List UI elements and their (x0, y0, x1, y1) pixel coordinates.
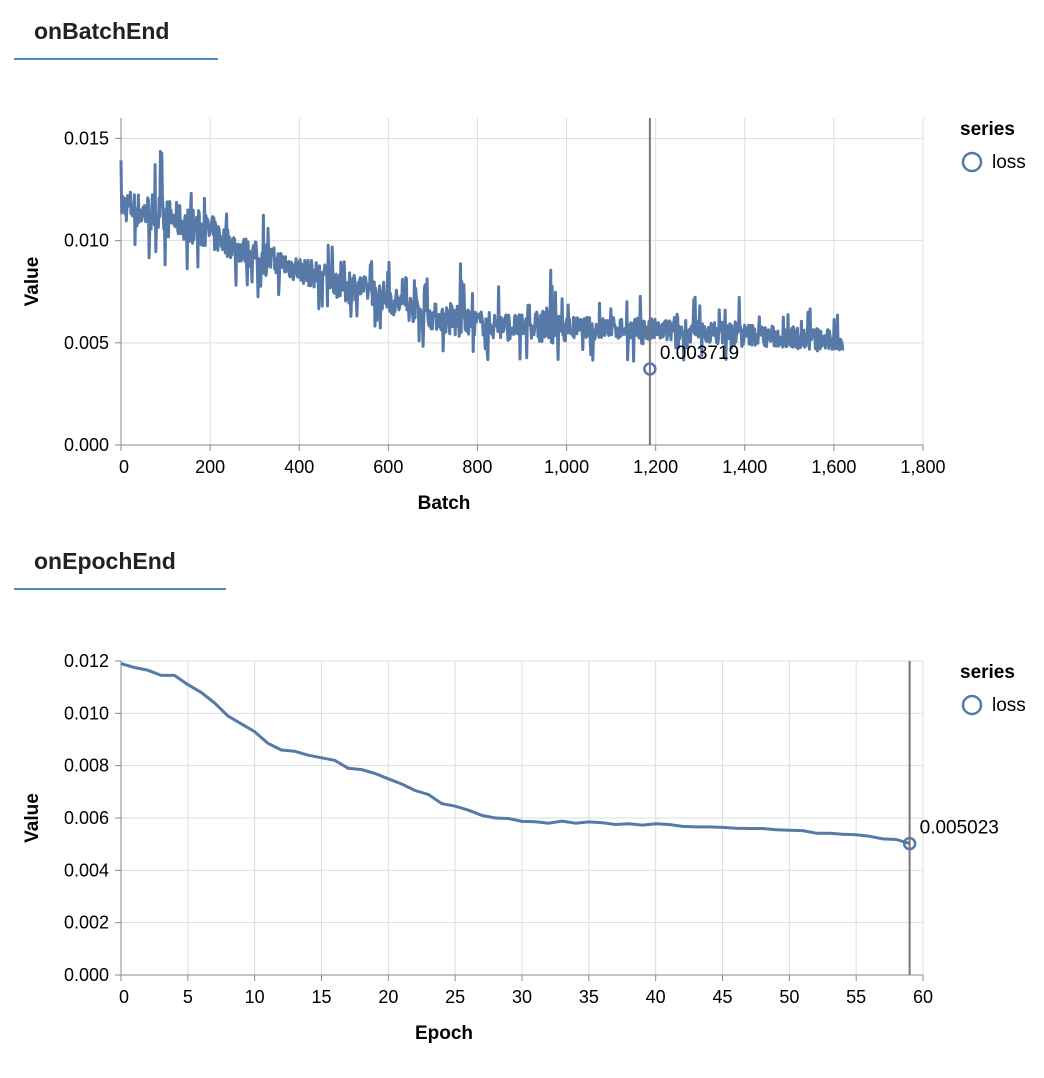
x-tick-label: 0 (119, 457, 129, 477)
x-tick-label: 35 (579, 987, 599, 1007)
x-tick-label: 50 (779, 987, 799, 1007)
hover-value-label: 0.003719 (660, 343, 739, 364)
x-tick-label: 25 (445, 987, 465, 1007)
tab-underline (14, 58, 218, 60)
x-tick-label: 10 (245, 987, 265, 1007)
x-tick-label: 1,200 (633, 457, 678, 477)
tab-label: onEpochEnd (34, 548, 176, 574)
batch-loss-chart[interactable]: 0 200 400 600 800 1,000 1,200 1,400 1,600 1,800 0.… (0, 100, 1044, 510)
y-tick-label: 0.008 (64, 756, 109, 776)
legend-symbol (961, 151, 983, 173)
legend-label: loss (992, 695, 1026, 716)
hover-point (902, 836, 917, 851)
y-tick-label: 0.004 (64, 860, 109, 880)
tab-onepochend[interactable]: onEpochEnd (14, 544, 226, 592)
x-tick-label: 0 (119, 987, 129, 1007)
legend-title: series (960, 662, 1015, 683)
x-tick-label: 30 (512, 987, 532, 1007)
legend-symbol (961, 694, 983, 716)
hover-value-label: 0.005023 (920, 818, 999, 839)
x-tick-label: 1,400 (722, 457, 767, 477)
x-tick-label: 600 (373, 457, 403, 477)
y-axis-title: Value (22, 793, 43, 843)
x-tick-label: 1,000 (544, 457, 589, 477)
y-tick-label: 0.005 (64, 333, 109, 353)
y-tick-label: 0.012 (64, 651, 109, 671)
epoch-loss-chart[interactable]: 0 5 10 15 20 25 30 35 40 45 50 55 60 0.000 0.002 0.004 0… (0, 640, 1044, 1050)
x-tick-label: 60 (913, 987, 933, 1007)
x-tick-label: 1,600 (811, 457, 856, 477)
x-tick-label: 55 (846, 987, 866, 1007)
y-axis-title: Value (22, 257, 43, 307)
x-tick-label: 15 (311, 987, 331, 1007)
tab-onbatchend[interactable]: onBatchEnd (14, 14, 218, 62)
x-tick-label: 45 (712, 987, 732, 1007)
legend-label: loss (992, 152, 1026, 173)
legend-title: series (960, 119, 1015, 140)
loss-series-line (120, 662, 911, 846)
hover-point (643, 362, 657, 376)
x-tick-label: 200 (195, 457, 225, 477)
x-axis-title: Epoch (415, 1023, 473, 1044)
y-tick-label: 0.015 (64, 128, 109, 148)
tab-underline (14, 588, 226, 590)
x-axis-title: Batch (418, 493, 471, 510)
x-tick-label: 1,800 (900, 457, 945, 477)
y-tick-label: 0.002 (64, 913, 109, 933)
x-tick-label: 40 (646, 987, 666, 1007)
loss-series-line (119, 150, 845, 363)
x-tick-label: 400 (284, 457, 314, 477)
tab-label: onBatchEnd (34, 18, 170, 44)
x-tick-label: 800 (462, 457, 492, 477)
x-tick-label: 5 (183, 987, 193, 1007)
y-tick-label: 0.010 (64, 703, 109, 723)
y-tick-label: 0.010 (64, 231, 109, 251)
y-tick-label: 0.006 (64, 808, 109, 828)
y-tick-label: 0.000 (64, 965, 109, 985)
x-tick-label: 20 (378, 987, 398, 1007)
y-tick-label: 0.000 (64, 435, 109, 455)
